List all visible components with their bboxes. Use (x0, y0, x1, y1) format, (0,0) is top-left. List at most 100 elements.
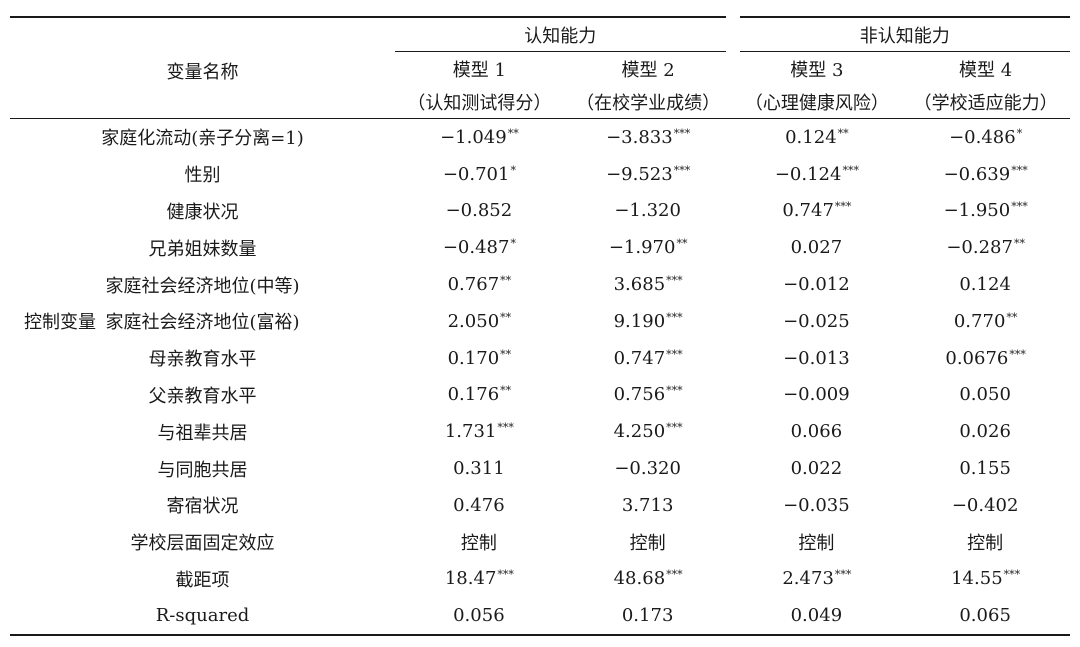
coefficient-cell-model-1: 18.47*** (395, 561, 564, 598)
coefficient-value: −0.012 (783, 274, 850, 296)
coefficient-cell-model-4: 控制 (901, 524, 1070, 561)
coefficient-cell-model-4: 0.065 (901, 597, 1070, 635)
coefficient-cell-model-2: 0.173 (564, 597, 733, 635)
coefficient-value: −0.287 (946, 237, 1013, 259)
table-row: 截距项 18.47*** 48.68*** 2.473*** 14.55*** (10, 561, 1070, 598)
significance-stars: *** (1011, 200, 1028, 214)
coefficient-value: −1.950 (943, 200, 1011, 222)
coefficient-value: 0.170 (447, 347, 500, 369)
coefficient-value: 0.066 (790, 421, 843, 443)
significance-stars: *** (666, 347, 683, 361)
coefficient-cell-model-1: 0.170** (395, 340, 564, 377)
coefficient-cell-model-2: −3.833*** (564, 119, 733, 156)
coefficient-value: 0.747 (613, 347, 666, 369)
coefficient-cell-model-3: 控制 (733, 524, 902, 561)
table-row: 与祖辈共居 1.731*** 4.250*** 0.066 0.026 (10, 413, 1070, 450)
variable-name-cell: 家庭化流动(亲子分离=1) (10, 119, 395, 156)
significance-stars: *** (666, 384, 683, 398)
table-row: 学校层面固定效应 控制 控制 控制 控制 (10, 524, 1070, 561)
significance-stars: *** (666, 421, 683, 435)
variable-name-cell: 性别 (10, 156, 395, 193)
coefficient-cell-model-2: 0.756*** (564, 377, 733, 414)
coefficient-value: 3.713 (621, 494, 674, 516)
significance-stars: ** (500, 347, 512, 361)
coefficient-value: −0.035 (783, 494, 850, 516)
coefficient-cell-model-4: −1.950*** (901, 193, 1070, 230)
significance-stars: ** (500, 274, 512, 288)
regression-results-table: 变量名称 认知能力 非认知能力 模型 1 模型 2 模型 3 模型 4 （认知测… (10, 16, 1070, 636)
coefficient-value: −1.320 (614, 200, 681, 222)
significance-stars: * (1016, 126, 1023, 140)
model-2-description: （在校学业成绩） (576, 92, 721, 114)
coefficient-cell-model-3: −0.009 (733, 377, 902, 414)
table-row: 控制变量 家庭社会经济地位(富裕) 2.050** 9.190*** −0.025 0.7… (10, 303, 1070, 340)
variable-name-cell: 家庭社会经济地位(中等) (10, 266, 395, 303)
coefficient-value: 0.0676 (945, 347, 1009, 369)
coefficient-value: 0.770 (953, 310, 1006, 332)
coefficient-cell-model-3: −0.124*** (733, 156, 902, 193)
coefficient-value: −3.833 (606, 126, 673, 148)
significance-stars: ** (1006, 310, 1018, 324)
coefficient-cell-model-2: 控制 (564, 524, 733, 561)
coefficient-value: −0.009 (783, 384, 850, 406)
coefficient-value: −0.124 (774, 163, 842, 185)
significance-stars: ** (837, 126, 849, 140)
header-row-groups: 变量名称 认知能力 非认知能力 (10, 17, 1070, 83)
variable-name-cell: 与同胞共居 (10, 450, 395, 487)
coefficient-cell-model-3: 0.124** (733, 119, 902, 156)
variable-name-cell: 母亲教育水平 (10, 340, 395, 377)
coefficient-value: 0.026 (959, 421, 1011, 443)
coefficient-value: −1.049 (440, 126, 507, 148)
coefficient-value: 0.050 (959, 384, 1011, 406)
coefficient-value: −0.639 (943, 163, 1011, 185)
coefficient-value: 2.473 (782, 568, 834, 590)
coefficient-cell-model-3: 0.049 (733, 597, 902, 635)
coefficient-value: 48.68 (613, 568, 666, 590)
coefficient-value: 0.173 (621, 605, 674, 627)
coefficient-value: −0.486 (949, 126, 1016, 148)
coefficient-value: 0.767 (447, 274, 500, 296)
significance-stars: *** (834, 568, 852, 582)
coefficient-cell-model-4: 14.55*** (901, 561, 1070, 598)
coefficient-cell-model-1: −1.049** (395, 119, 564, 156)
header-row-models: 模型 1 模型 2 模型 3 模型 4 (10, 52, 1070, 86)
coefficient-cell-model-4: −0.639*** (901, 156, 1070, 193)
coefficient-cell-model-1: 2.050** (395, 303, 564, 340)
group-header-noncognitive: 非认知能力 (725, 17, 1070, 52)
variable-name-cell: 与祖辈共居 (10, 413, 395, 450)
coefficient-value: 0.756 (613, 384, 666, 406)
table-row: 性别 −0.701* −9.523*** −0.124*** −0.639*** (10, 156, 1070, 193)
coefficient-cell-model-3: −0.012 (733, 266, 902, 303)
variable-name: 与同胞共居 (157, 459, 248, 481)
coefficient-cell-model-3: 0.066 (733, 413, 902, 450)
coefficient-cell-model-4: −0.287** (901, 229, 1070, 266)
coefficient-cell-model-3: 0.022 (733, 450, 902, 487)
variable-name: 家庭社会经济地位(富裕) (105, 312, 300, 334)
coefficient-cell-model-1: 0.767** (395, 266, 564, 303)
significance-stars: ** (676, 237, 688, 251)
coefficient-value: −0.487 (442, 237, 510, 259)
coefficient-value: 0.027 (790, 237, 843, 259)
coefficient-cell-model-1: 控制 (395, 524, 564, 561)
coefficient-value: 2.050 (447, 310, 500, 332)
significance-stars: *** (497, 568, 514, 582)
coefficient-cell-model-3: 0.747*** (733, 193, 902, 230)
coefficient-value: 0.155 (959, 458, 1011, 480)
coefficient-cell-model-2: 48.68*** (564, 561, 733, 598)
significance-stars: ** (500, 384, 512, 398)
significance-stars: ** (500, 310, 512, 324)
coefficient-cell-model-4: 0.026 (901, 413, 1070, 450)
significance-stars: ** (507, 126, 519, 140)
coefficient-value: −0.852 (445, 200, 513, 222)
coefficient-value: −0.013 (783, 347, 850, 369)
variable-name-cell: 截距项 (10, 561, 395, 598)
table-row: 母亲教育水平 0.170** 0.747*** −0.013 0.0676*** (10, 340, 1070, 377)
coefficient-value: 0.747 (782, 200, 834, 222)
table-row: 家庭社会经济地位(中等) 0.767** 3.685*** −0.012 0.124 (10, 266, 1070, 303)
coefficient-cell-model-2: −9.523*** (564, 156, 733, 193)
significance-stars: *** (842, 163, 859, 177)
variable-name: 母亲教育水平 (148, 349, 257, 371)
variable-name: 性别 (184, 165, 221, 187)
coefficient-cell-model-2: −1.320 (564, 193, 733, 230)
coefficient-cell-model-2: −0.320 (564, 450, 733, 487)
